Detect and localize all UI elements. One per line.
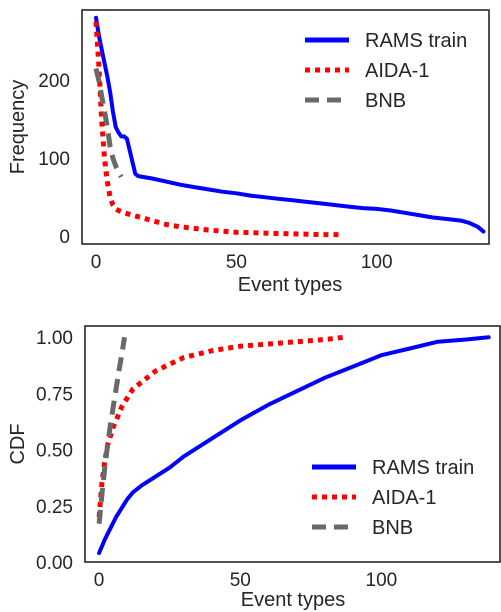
- cdf-ticks-layer: 0 50 100 0.00 0.25 0.50 0.75 1.00: [36, 328, 397, 591]
- cdf-y-axis-label: CDF: [7, 423, 29, 464]
- frequency-ticks-layer: 0 50 100 0 100 200: [38, 71, 392, 273]
- frequency-legend-label: BNB: [365, 90, 406, 112]
- frequency-legend-label: AIDA-1: [365, 60, 429, 82]
- cdf-x-axis-label: Event types: [241, 589, 346, 611]
- frequency-x-axis-label: Event types: [238, 274, 343, 296]
- cdf-legend: RAMS train AIDA-1 BNB: [312, 457, 474, 539]
- cdf-series-bnb-line: [96, 336, 127, 525]
- frequency-x-tick-label: 100: [361, 252, 393, 273]
- frequency-y-tick-label: 100: [38, 149, 70, 170]
- frequency-series-bnb-line: [93, 67, 124, 179]
- cdf-y-tick-label: 1.00: [36, 328, 73, 349]
- cdf-series-layer: [96, 334, 491, 555]
- cdf-legend-label: BNB: [372, 517, 413, 539]
- frequency-x-tick-label: 50: [226, 252, 247, 273]
- cdf-x-tick-label: 0: [94, 570, 105, 591]
- cdf-legend-label: AIDA-1: [372, 487, 436, 509]
- frequency-x-tick-label: 0: [91, 252, 102, 273]
- cdf-y-tick-label: 0.50: [36, 441, 73, 462]
- cdf-y-tick-label: 0.00: [36, 553, 73, 574]
- cdf-legend-label: RAMS train: [372, 457, 474, 479]
- cdf-plot-frame: [84, 325, 501, 563]
- frequency-series-rams-train-line: [94, 15, 486, 234]
- cdf-x-tick-label: 50: [230, 570, 251, 591]
- frequency-y-tick-label: 200: [38, 71, 70, 92]
- frequency-series-layer: [93, 15, 486, 238]
- cdf-y-tick-label: 0.75: [36, 384, 73, 405]
- frequency-legend: RAMS train AIDA-1 BNB: [305, 30, 467, 112]
- frequency-series-aida-1-line: [93, 21, 341, 238]
- cdf-series-aida-1-line: [96, 334, 345, 518]
- frequency-plot-frame: [81, 9, 490, 245]
- cdf-series-rams-train-line: [97, 335, 491, 555]
- cdf-chart: 0 50 100 0.00 0.25 0.50 0.75 1.00 Event types C…: [7, 325, 501, 611]
- frequency-y-axis-label: Frequency: [7, 80, 29, 175]
- cdf-y-tick-label: 0.25: [36, 497, 73, 518]
- frequency-legend-label: RAMS train: [365, 30, 467, 52]
- frequency-y-tick-label: 0: [59, 227, 70, 248]
- cdf-x-tick-label: 100: [366, 570, 398, 591]
- frequency-chart: 0 50 100 0 100 200 Event types Frequency RAMS…: [7, 9, 490, 296]
